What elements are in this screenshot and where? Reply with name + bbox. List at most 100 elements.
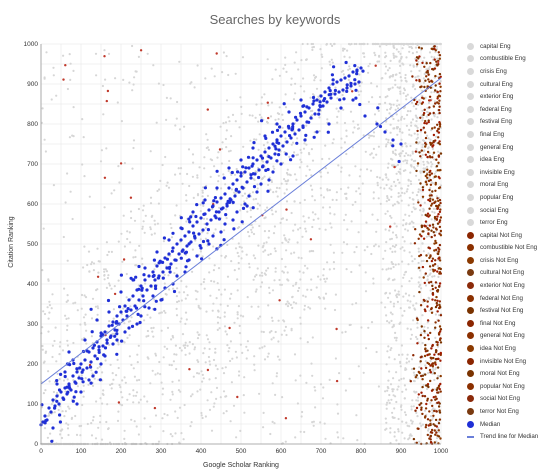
eng-point [417, 178, 421, 181]
median-point [285, 140, 289, 144]
median-point [275, 128, 280, 132]
eng-point [200, 283, 203, 286]
legend-item[interactable]: final Not Eng [467, 317, 549, 330]
eng-point [256, 267, 259, 270]
eng-point [130, 216, 133, 220]
median-point [114, 321, 118, 325]
legend-item[interactable]: Median [467, 418, 549, 431]
eng-point [266, 121, 269, 124]
legend-item[interactable]: capital Eng [467, 40, 549, 53]
legend-item[interactable]: idea Not Eng [467, 342, 549, 355]
not-eng-point [432, 423, 435, 426]
legend-item[interactable]: social Eng [467, 204, 549, 217]
eng-point [344, 330, 347, 333]
eng-point [76, 385, 79, 388]
eng-point [255, 171, 258, 174]
eng-point [133, 76, 136, 79]
eng-point [329, 83, 332, 86]
eng-point [108, 282, 111, 285]
eng-point [413, 390, 416, 393]
median-point [156, 276, 161, 280]
not-eng-point [437, 405, 441, 408]
not-eng-point [374, 64, 377, 67]
eng-point [191, 153, 195, 156]
eng-point [62, 235, 65, 239]
eng-point [310, 362, 313, 365]
legend-item[interactable]: crisis Eng [467, 65, 549, 78]
legend-item[interactable]: moral Eng [467, 179, 549, 192]
legend-item[interactable]: festival Eng [467, 116, 549, 129]
not-eng-point [424, 309, 427, 313]
legend-item[interactable]: festival Not Eng [467, 304, 549, 317]
legend-item[interactable]: popular Eng [467, 191, 549, 204]
legend-item[interactable]: exterior Eng [467, 90, 549, 103]
eng-point [219, 125, 222, 128]
eng-point [359, 90, 363, 93]
legend-item[interactable]: capital Not Eng [467, 229, 549, 242]
eng-point [208, 378, 211, 381]
eng-point [305, 143, 308, 146]
legend-item[interactable]: combustible Not Eng [467, 242, 549, 255]
legend-item[interactable]: general Not Eng [467, 330, 549, 343]
eng-point [156, 222, 159, 225]
eng-point [426, 275, 429, 278]
legend-item[interactable]: moral Not Eng [467, 367, 549, 380]
legend-item[interactable]: combustible Eng [467, 53, 549, 66]
not-eng-point [423, 224, 426, 227]
eng-point [323, 277, 326, 281]
legend-item[interactable]: popular Not Eng [467, 380, 549, 393]
not-eng-point [426, 226, 429, 230]
eng-point [397, 192, 400, 195]
eng-point [225, 129, 228, 132]
eng-point [64, 201, 67, 204]
legend-item[interactable]: final Eng [467, 128, 549, 141]
eng-point [342, 69, 345, 72]
not-eng-point [431, 284, 434, 288]
median-point [307, 120, 311, 124]
eng-point [85, 329, 88, 332]
legend-item[interactable]: crisis Not Eng [467, 254, 549, 267]
legend-item[interactable]: cultural Not Eng [467, 267, 549, 280]
legend-item[interactable]: invisible Eng [467, 166, 549, 179]
not-eng-point [430, 307, 433, 310]
legend-item[interactable]: Trend line for Median [467, 430, 549, 443]
eng-point [210, 279, 213, 283]
eng-point [260, 330, 263, 333]
eng-point [250, 228, 253, 231]
eng-point [297, 256, 300, 259]
eng-point [351, 146, 354, 149]
eng-point [72, 106, 75, 109]
eng-point [83, 294, 86, 297]
eng-point [394, 263, 397, 266]
median-point [137, 264, 141, 269]
not-eng-point [425, 62, 428, 65]
legend-item[interactable]: terror Eng [467, 216, 549, 229]
eng-point [345, 196, 348, 200]
legend-item[interactable]: general Eng [467, 141, 549, 154]
legend-item[interactable]: federal Eng [467, 103, 549, 116]
legend-item[interactable]: social Not Eng [467, 393, 549, 406]
eng-point [424, 96, 427, 99]
eng-point [103, 270, 106, 273]
eng-point [392, 394, 395, 397]
eng-point [384, 51, 387, 54]
eng-point [410, 333, 413, 336]
eng-point [257, 148, 260, 151]
eng-point [431, 153, 435, 156]
legend-item[interactable]: federal Not Eng [467, 292, 549, 305]
legend-item[interactable]: terror Not Eng [467, 405, 549, 418]
eng-point [393, 435, 396, 438]
axes: 0 100 200 300 400 500 600 700 800 900 100001002003… [24, 41, 449, 455]
legend-item[interactable]: idea Eng [467, 153, 549, 166]
eng-point [225, 410, 228, 413]
eng-point [400, 187, 403, 190]
median-point [199, 216, 203, 220]
eng-point [212, 232, 215, 235]
not-eng-point [436, 343, 439, 347]
eng-point [96, 305, 99, 308]
eng-point [242, 315, 245, 318]
legend-item[interactable]: cultural Eng [467, 78, 549, 91]
legend-item[interactable]: exterior Not Eng [467, 279, 549, 292]
not-eng-point [438, 409, 441, 412]
legend-item[interactable]: invisible Not Eng [467, 355, 549, 368]
